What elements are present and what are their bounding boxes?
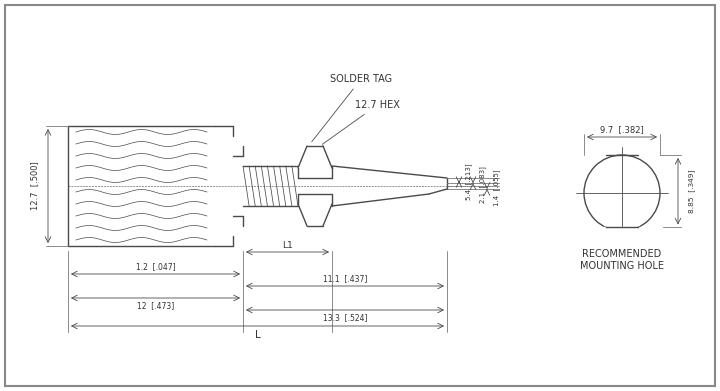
- Text: SOLDER TAG: SOLDER TAG: [312, 74, 392, 142]
- Text: 11.1  [.437]: 11.1 [.437]: [323, 274, 367, 283]
- Text: 1.2  [.047]: 1.2 [.047]: [135, 262, 175, 271]
- Text: L: L: [255, 330, 261, 340]
- Text: 5.4  [.213]: 5.4 [.213]: [466, 164, 472, 200]
- Bar: [582, 228, 662, 236]
- Text: 8.85  [.349]: 8.85 [.349]: [688, 169, 696, 213]
- Text: 12  [.473]: 12 [.473]: [137, 301, 174, 310]
- Text: 12.7 HEX: 12.7 HEX: [323, 100, 400, 144]
- Text: 12.7  [.500]: 12.7 [.500]: [30, 161, 40, 210]
- Text: L1: L1: [282, 242, 293, 251]
- Text: 2.1  [.083]: 2.1 [.083]: [480, 166, 487, 203]
- Text: 9.7  [.382]: 9.7 [.382]: [600, 126, 644, 135]
- Text: RECOMMENDED
MOUNTING HOLE: RECOMMENDED MOUNTING HOLE: [580, 249, 664, 271]
- Text: 1.4  [.055]: 1.4 [.055]: [494, 169, 500, 206]
- Text: 13.3  [.524]: 13.3 [.524]: [323, 314, 367, 323]
